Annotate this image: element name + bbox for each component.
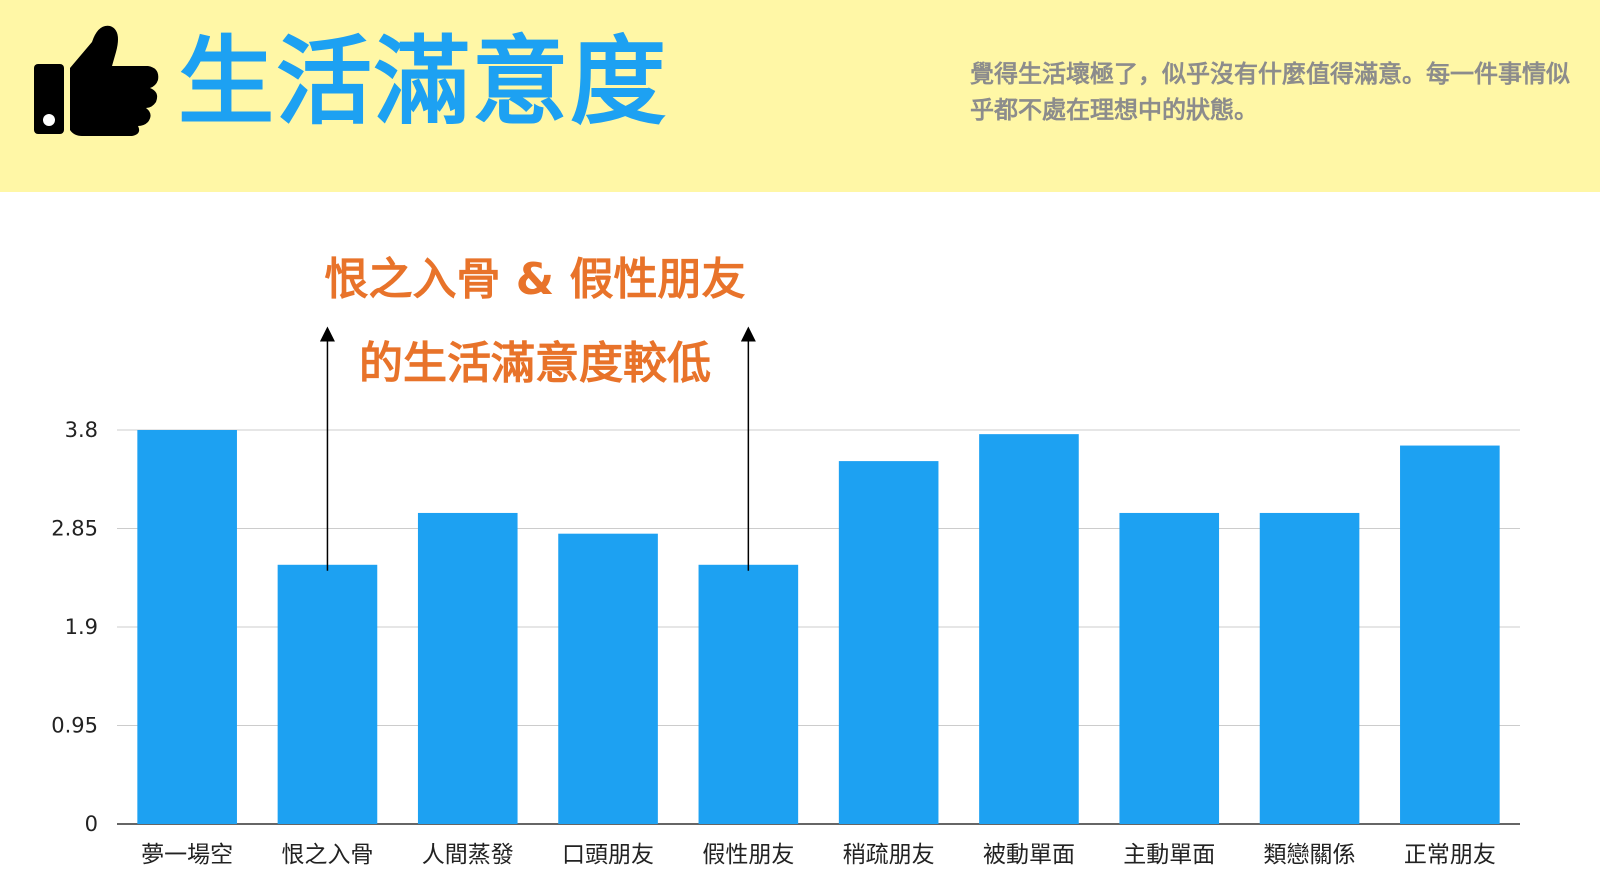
bar: [1119, 512, 1220, 824]
bar: [277, 564, 378, 824]
page-subtitle: 覺得生活壞極了，似乎沒有什麼值得滿意。每一件事情似乎都不處在理想中的狀態。: [970, 60, 1570, 124]
bar: [1400, 445, 1500, 824]
annotation-arrows: [319, 326, 756, 571]
y-tick-label: 0.95: [51, 714, 98, 738]
bar: [417, 512, 518, 824]
page-title: 生活滿意度: [178, 26, 668, 138]
x-tick-label: 正常朋友: [1404, 842, 1496, 868]
y-tick-label: 3.8: [65, 418, 98, 442]
x-tick-label: 口頭朋友: [562, 842, 654, 868]
y-tick-label: 0: [85, 812, 98, 836]
bar: [979, 434, 1079, 824]
bar: [558, 533, 658, 824]
x-tick-label: 被動單面: [983, 842, 1075, 868]
thumbs-up-icon: [34, 25, 159, 136]
annotation-line-1: 恨之入骨 & 假性朋友: [324, 254, 746, 305]
bar: [838, 461, 939, 824]
bar: [1259, 512, 1360, 824]
bars: [137, 430, 1500, 824]
y-axis-ticks: 0 0.95 1.9 2.85 3.8: [51, 418, 98, 836]
annotation-line-2: 的生活滿意度較低: [359, 338, 711, 389]
x-tick-label: 恨之入骨: [281, 842, 373, 868]
x-tick-label: 假性朋友: [702, 842, 794, 868]
x-axis-ticks: 夢一場空 恨之入骨 人間蒸發 口頭朋友 假性朋友 稍疏朋友 被動單面 主動單面 類戀關係 正常朋友: [141, 842, 1496, 868]
bar: [137, 430, 237, 824]
chart-annotation: 恨之入骨 & 假性朋友 的生活滿意度較低: [290, 238, 780, 406]
x-tick-label: 主動單面: [1123, 842, 1215, 868]
x-tick-label: 稍疏朋友: [843, 842, 935, 868]
y-tick-label: 1.9: [65, 615, 98, 639]
x-tick-label: 人間蒸發: [422, 842, 514, 868]
bar: [698, 564, 799, 824]
header-banner: 生活滿意度 覺得生活壞極了，似乎沒有什麼值得滿意。每一件事情似乎都不處在理想中的…: [0, 0, 1600, 192]
x-tick-label: 類戀關係: [1264, 842, 1356, 868]
x-tick-label: 夢一場空: [141, 842, 233, 868]
y-tick-label: 2.85: [51, 517, 98, 541]
